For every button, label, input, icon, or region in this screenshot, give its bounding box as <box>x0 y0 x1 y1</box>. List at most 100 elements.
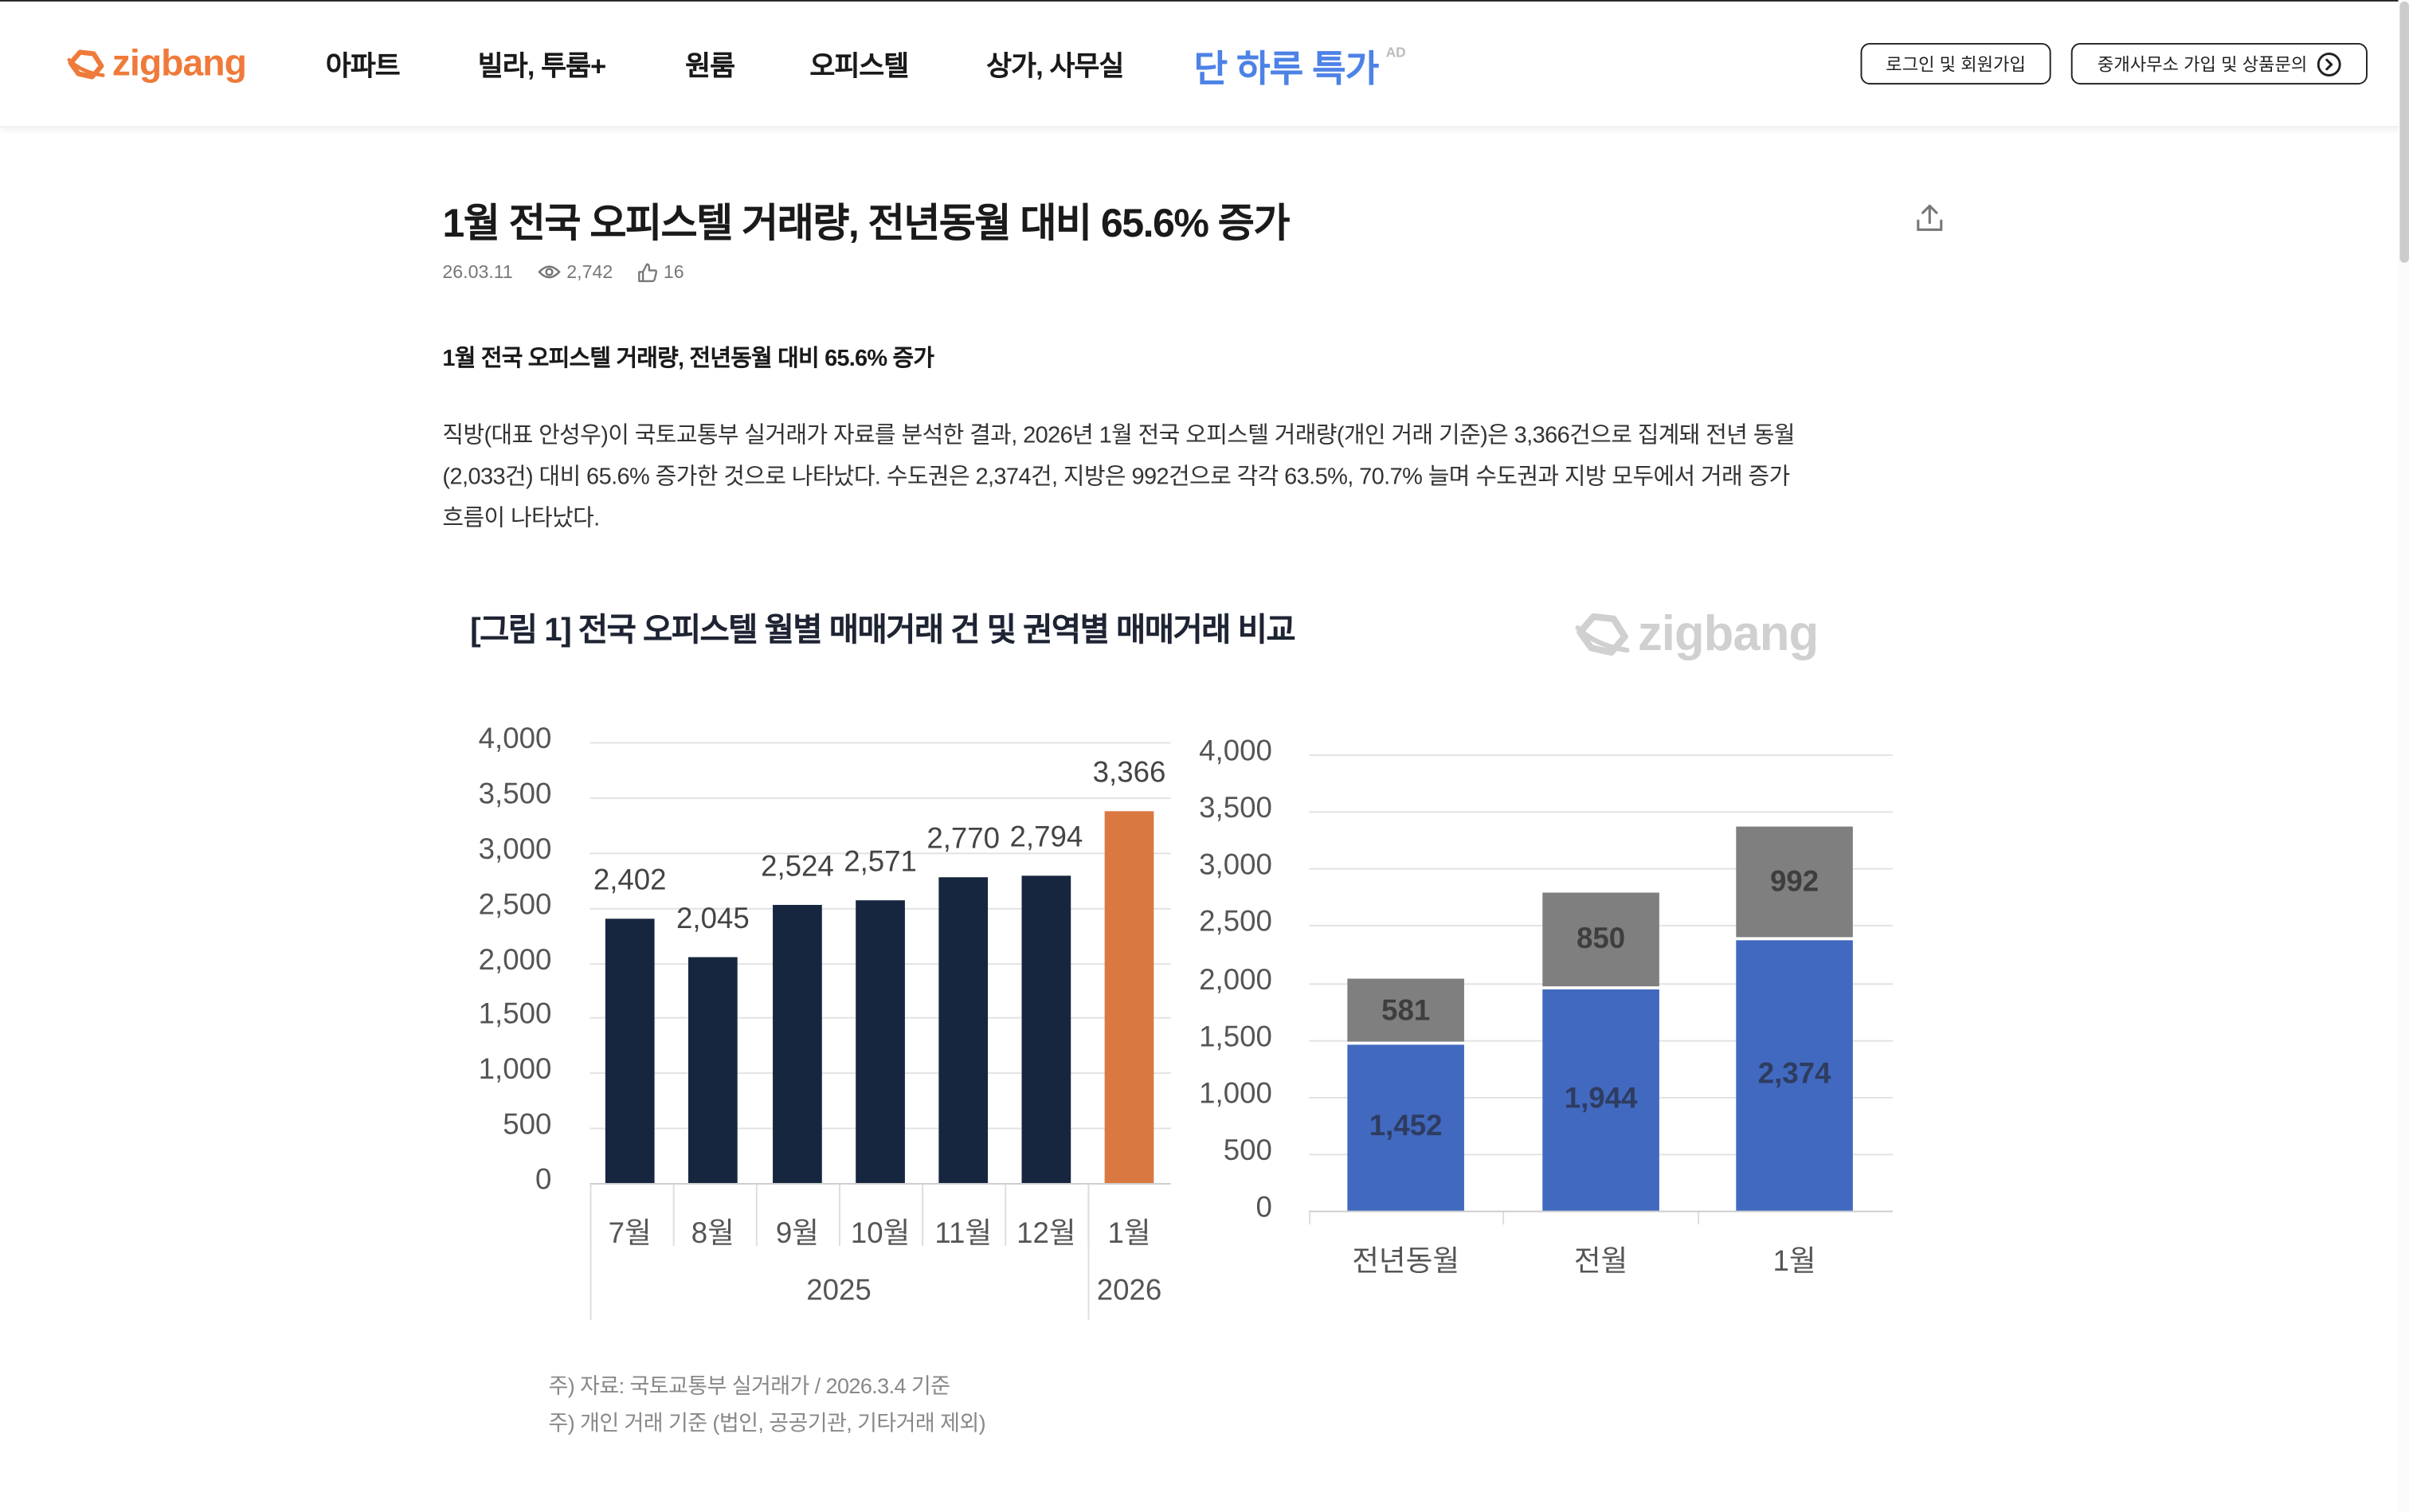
nav-officetel[interactable]: 오피스텔 <box>809 50 909 82</box>
gridline <box>1309 754 1893 756</box>
x-tick-label: 7월 <box>608 1218 652 1251</box>
zigbang-logo-icon <box>67 49 105 80</box>
bar-segment-provinces <box>1542 891 1659 986</box>
bar-12월 <box>1021 875 1071 1183</box>
bar-segment-capital-area <box>1347 1044 1464 1211</box>
bar-1월 <box>1104 812 1154 1183</box>
y-tick-label: 0 <box>535 1164 552 1197</box>
article-paragraph: 직방(대표 안성우)이 국토교통부 실거래가 자료를 분석한 결과, 2026년… <box>442 415 1948 539</box>
gridline <box>590 742 1171 744</box>
logo-text: zigbang <box>112 42 247 85</box>
y-tick-label: 2,000 <box>1199 964 1272 997</box>
segment-value-label: 992 <box>1769 866 1819 899</box>
x-tick-label: 9월 <box>775 1218 819 1251</box>
y-tick-label: 3,000 <box>478 833 552 867</box>
axis-divider <box>1698 1212 1699 1225</box>
chevron-right-circle-icon <box>2317 52 2341 76</box>
y-tick-label: 2,500 <box>478 888 552 922</box>
y-tick-label: 1,000 <box>1199 1078 1272 1110</box>
axis-divider <box>590 1184 592 1320</box>
scrollbar-thumb[interactable] <box>2399 1 2409 263</box>
bar-segment-provinces <box>1347 978 1464 1042</box>
y-tick-label: 1,500 <box>478 999 552 1032</box>
y-tick-label: 3,500 <box>478 778 552 812</box>
bar-9월 <box>773 904 822 1183</box>
nav-one-day-deal[interactable]: 단 하루 특가 <box>1193 49 1379 91</box>
article-subheading: 1월 전국 오피스텔 거래량, 전년동월 대비 65.6% 증가 <box>442 345 934 372</box>
x-tick-label: 8월 <box>691 1218 734 1251</box>
y-tick-label: 1,500 <box>1199 1020 1272 1054</box>
article-title: 1월 전국 오피스텔 거래량, 전년동월 대비 65.6% 증가 <box>442 199 1290 246</box>
axis-divider <box>922 1184 924 1247</box>
article-date: 26.03.11 <box>442 260 513 283</box>
like-count-value: 16 <box>663 260 684 283</box>
axis-divider <box>838 1184 840 1247</box>
bar-value-label: 2,402 <box>593 864 667 897</box>
y-tick-label: 2,500 <box>1199 907 1272 940</box>
gridline <box>1309 811 1893 813</box>
agent-signup-inquiry-button[interactable]: 중개사무소 가입 및 상품문의 <box>2070 42 2368 85</box>
segment-value-label: 1,452 <box>1369 1110 1443 1144</box>
agent-signup-label: 중개사무소 가입 및 상품문의 <box>2097 56 2308 75</box>
year-group-label: 2025 <box>806 1275 872 1308</box>
nav-apartment[interactable]: 아파트 <box>325 50 401 82</box>
paragraph-line: 흐름이 나타났다. <box>442 505 600 532</box>
x-tick-label: 1월 <box>1107 1218 1151 1251</box>
bar-value-label: 2,571 <box>844 845 917 879</box>
gridline <box>1309 868 1893 871</box>
axis-divider <box>672 1184 675 1247</box>
view-count-value: 2,742 <box>566 260 613 283</box>
share-icon[interactable] <box>1914 203 1945 234</box>
x-tick-label: 11월 <box>934 1218 993 1251</box>
x-tick-label: 10월 <box>850 1218 911 1251</box>
window-top-border <box>0 0 2409 2</box>
gridline <box>590 1182 1171 1185</box>
zigbang-watermark-icon <box>1575 612 1630 656</box>
login-signup-button[interactable]: 로그인 및 회원가입 <box>1860 42 2051 85</box>
y-tick-label: 1,000 <box>478 1054 552 1087</box>
nav-store-office[interactable]: 상가, 사무실 <box>986 50 1124 82</box>
zigbang-logo[interactable]: zigbang <box>66 41 247 88</box>
nav-villa-tworoom[interactable]: 빌라, 투룸+ <box>477 50 607 82</box>
view-count: 2,742 <box>537 260 613 283</box>
scrollbar-track[interactable] <box>2398 0 2409 1512</box>
axis-divider <box>1087 1184 1090 1320</box>
bar-8월 <box>687 958 738 1183</box>
bar-segment-capital-area <box>1736 939 1853 1211</box>
thumbs-up-icon <box>637 262 657 282</box>
axis-divider <box>755 1184 758 1247</box>
axis-divider <box>1309 1212 1311 1225</box>
like-count[interactable]: 16 <box>637 261 684 283</box>
x-tick-label: 1월 <box>1772 1246 1816 1279</box>
segment-value-label: 581 <box>1381 994 1431 1028</box>
x-tick-label: 12월 <box>1016 1218 1076 1251</box>
y-tick-label: 3,000 <box>1199 849 1272 883</box>
watermark-text: zigbang <box>1637 605 1819 661</box>
y-tick-label: 2,000 <box>478 944 552 977</box>
bar-value-label: 2,045 <box>676 903 750 937</box>
segment-value-label: 2,374 <box>1757 1058 1831 1091</box>
year-group-label: 2026 <box>1096 1275 1162 1308</box>
watermark-logo: zigbang <box>1573 605 1819 662</box>
x-tick-label: 전년동월 <box>1352 1246 1460 1279</box>
figure-title: [그림 1] 전국 오피스텔 월별 매매거래 건 및 권역별 매매거래 비교 <box>470 613 1295 648</box>
bar-value-label: 2,794 <box>1009 821 1083 854</box>
login-signup-label: 로그인 및 회원가입 <box>1886 56 2026 75</box>
y-tick-label: 0 <box>1255 1192 1272 1225</box>
bar-value-label: 3,366 <box>1092 758 1166 791</box>
axis-divider <box>1005 1184 1007 1247</box>
gridline <box>1309 1210 1893 1212</box>
figure-note-source: 주) 자료: 국토교통부 실거래가 / 2026.3.4 기준 <box>548 1373 950 1398</box>
ad-badge: AD <box>1385 44 1406 61</box>
paragraph-line: (2,033건) 대비 65.6% 증가한 것으로 나타났다. 수도권은 2,3… <box>442 464 1790 491</box>
segment-value-label: 850 <box>1576 923 1626 956</box>
bar-11월 <box>938 877 989 1183</box>
eye-icon <box>537 265 561 279</box>
figure-note-basis: 주) 개인 거래 기준 (법인, 공공기관, 기타거래 제외) <box>548 1410 986 1436</box>
bar-segment-capital-area <box>1542 989 1659 1211</box>
bar-10월 <box>856 899 905 1183</box>
nav-oneroom[interactable]: 원룸 <box>685 50 735 82</box>
y-tick-label: 500 <box>1223 1134 1272 1168</box>
y-tick-label: 500 <box>503 1109 552 1142</box>
